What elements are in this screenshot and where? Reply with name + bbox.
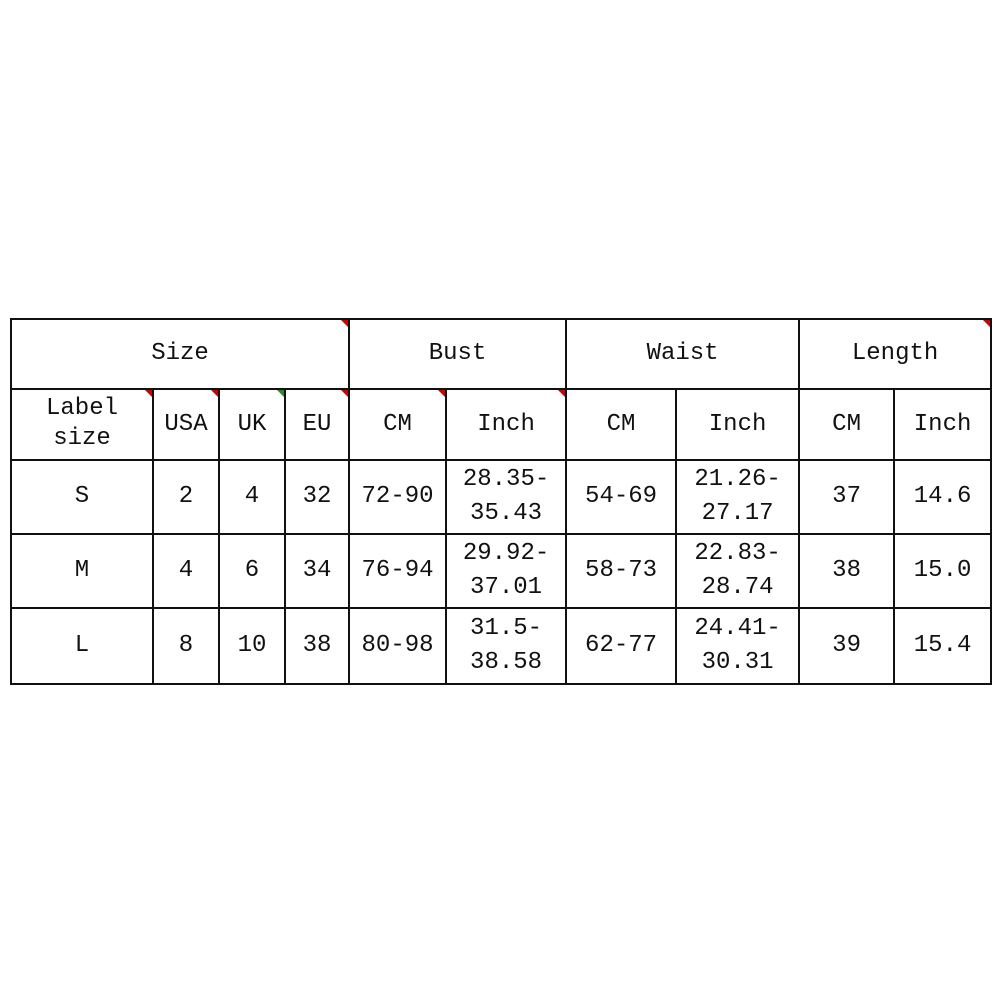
- header-waist-label: Waist: [646, 340, 719, 367]
- cell-bust-in-a: 31.5- 38.58: [445, 607, 568, 685]
- cell-text: M: [74, 557, 90, 584]
- cell-text: 28.35-: [462, 466, 550, 493]
- cell-text: 31.5-: [470, 615, 543, 642]
- cell-text: 8: [178, 632, 194, 659]
- cell-uk: 10: [218, 607, 286, 685]
- cell-waist-cm: 54-69: [565, 459, 678, 535]
- cell-usa: 8: [152, 607, 220, 685]
- cell-text: 38: [302, 632, 332, 659]
- cell-usa: 2: [152, 459, 220, 535]
- subheader-eu: EU: [283, 388, 351, 461]
- subheader-length-inch: Inch: [893, 388, 993, 461]
- cell-bust-in-a: 28.35- 35.43: [445, 459, 568, 535]
- cell-waist-cm: 58-73: [565, 533, 678, 609]
- cell-text: 38.58: [470, 649, 543, 676]
- cell-eu: 34: [283, 533, 351, 609]
- subheader-uk: UK: [218, 388, 286, 461]
- cell-text: 24.41-: [694, 615, 781, 642]
- subheader-bust-inch: Inch: [445, 388, 568, 461]
- cell-eu: 32: [283, 459, 351, 535]
- cell-text: S: [74, 483, 90, 510]
- marker-icon: [211, 390, 218, 397]
- header-size: Size: [9, 318, 351, 390]
- cell-text: 32: [302, 483, 332, 510]
- cell-text: 27.17: [701, 500, 774, 527]
- cell-label: S: [10, 459, 154, 535]
- cell-text: 62-77: [585, 632, 658, 659]
- cell-text: 15.0: [913, 557, 972, 584]
- cell-text: 58-73: [585, 557, 658, 584]
- header-waist: Waist: [565, 318, 801, 390]
- header-bust-label: Bust: [428, 340, 487, 367]
- cell-text: 30.31: [701, 649, 774, 676]
- cell-text: 4: [244, 483, 260, 510]
- cell-text: 76-94: [361, 557, 434, 584]
- cell-len-in: 15.0: [893, 533, 993, 609]
- cell-label: M: [10, 533, 154, 609]
- cell-eu: 38: [283, 607, 351, 685]
- marker-icon: [341, 390, 349, 397]
- cell-uk: 4: [218, 459, 286, 535]
- cell-text: 34: [302, 557, 332, 584]
- cell-text: 14.6: [913, 483, 972, 510]
- table-row: L 8 10 38 80-98 31.5- 38.58 62-77 24.41- 30.31 39 1…: [10, 607, 993, 685]
- header-length: Length: [798, 318, 993, 390]
- marker-icon: [558, 390, 566, 397]
- cell-waist-cm: 62-77: [565, 607, 678, 685]
- subheader-usa: USA: [152, 388, 220, 461]
- cell-text: 21.26-: [694, 466, 781, 493]
- size-chart-table: Size Bust Waist Length Label size USA UK…: [9, 318, 993, 685]
- cell-len-in: 14.6: [893, 459, 993, 535]
- cell-uk: 6: [218, 533, 286, 609]
- marker-icon: [438, 390, 446, 397]
- cell-text: 80-98: [361, 632, 434, 659]
- cell-waist-in-a: 24.41- 30.31: [675, 607, 801, 685]
- cell-usa: 4: [152, 533, 220, 609]
- cell-text: 37: [832, 483, 861, 510]
- header-length-label: Length: [851, 340, 939, 367]
- marker-icon: [277, 390, 284, 397]
- cell-text: 2: [178, 483, 194, 510]
- marker-icon: [145, 390, 152, 397]
- cell-text: 37.01: [470, 574, 543, 601]
- cell-text: 35.43: [470, 500, 543, 527]
- subheader-bust-cm: CM: [348, 388, 448, 461]
- subheader-row: Label size USA UK EU CM Inch CM Inch CM …: [10, 388, 993, 461]
- cell-bust-cm: 72-90: [348, 459, 448, 535]
- cell-len-cm: 37: [798, 459, 896, 535]
- cell-text: 29.92-: [462, 540, 550, 567]
- cell-text: 10: [237, 632, 267, 659]
- subheader-waist-cm: CM: [565, 388, 678, 461]
- cell-text: 38: [832, 557, 861, 584]
- cell-bust-cm: 80-98: [348, 607, 448, 685]
- cell-bust-cm: 76-94: [348, 533, 448, 609]
- cell-waist-in-a: 22.83- 28.74: [675, 533, 801, 609]
- table-row: S 2 4 32 72-90 28.35- 35.43 54-69 21.26- 27.17 37 1…: [10, 459, 993, 535]
- cell-waist-in-a: 21.26- 27.17: [675, 459, 801, 535]
- cell-text: 54-69: [585, 483, 658, 510]
- table-row: M 4 6 34 76-94 29.92- 37.01 58-73 22.83- 28.74 38 1…: [10, 533, 993, 609]
- cell-text: 22.83-: [694, 540, 781, 567]
- cell-text: 39: [832, 632, 861, 659]
- marker-icon: [341, 320, 349, 327]
- cell-text: 72-90: [361, 483, 434, 510]
- subheader-waist-inch: Inch: [675, 388, 801, 461]
- cell-text: 6: [244, 557, 260, 584]
- cell-text: 28.74: [701, 574, 774, 601]
- cell-len-cm: 39: [798, 607, 896, 685]
- cell-label: L: [10, 607, 154, 685]
- subheader-text: Label size: [45, 394, 118, 452]
- header-bust: Bust: [348, 318, 568, 390]
- header-size-label: Size: [151, 340, 209, 367]
- cell-text: L: [74, 632, 90, 659]
- group-header-row: Size Bust Waist Length: [9, 318, 993, 390]
- subheader-label-size: Label size: [10, 388, 154, 461]
- subheader-length-cm: CM: [798, 388, 896, 461]
- cell-bust-in-a: 29.92- 37.01: [445, 533, 568, 609]
- cell-len-cm: 38: [798, 533, 896, 609]
- cell-len-in: 15.4: [893, 607, 993, 685]
- cell-text: 15.4: [913, 632, 972, 659]
- cell-text: 4: [178, 557, 194, 584]
- marker-icon: [983, 320, 991, 327]
